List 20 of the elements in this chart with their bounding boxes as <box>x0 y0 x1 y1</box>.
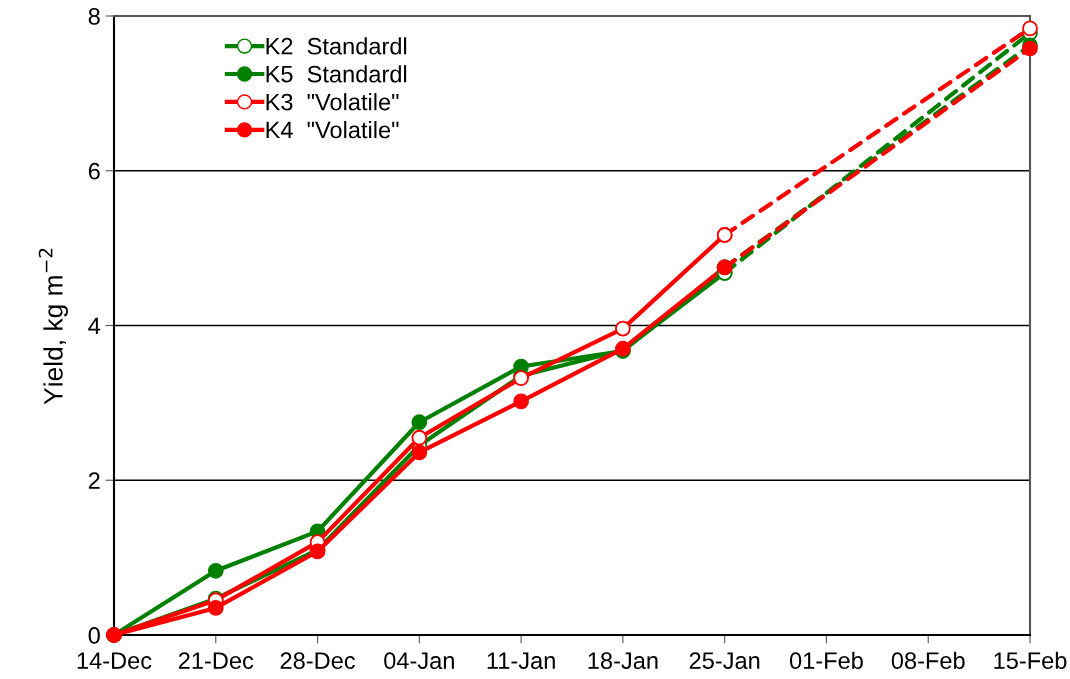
y-tick-label: 2 <box>88 472 100 489</box>
legend-label: K2 Standardl <box>266 37 407 55</box>
legend-label: K3 "Volatile" <box>266 93 399 111</box>
x-tick-label: 28-Dec <box>280 652 355 670</box>
x-tick-label: 18-Jan <box>588 652 658 670</box>
x-tick-label: 14-Dec <box>77 652 152 670</box>
x-tick-label: 11-Jan <box>487 652 555 670</box>
x-tick-label: 25-Jan <box>689 652 760 670</box>
y-tick-label: 0 <box>88 627 100 644</box>
x-tick-label: 01-Feb <box>789 651 863 670</box>
legend-label: K5 Standardl <box>266 65 407 83</box>
x-tick-label: 04-Jan <box>384 652 454 670</box>
y-tick-label: 8 <box>88 8 100 25</box>
x-tick-label: 08-Feb <box>891 651 965 670</box>
legend-label: K4 "Volatile" <box>266 120 399 139</box>
y-tick-label: 4 <box>88 317 101 335</box>
x-tick-label: 21-Dec <box>178 652 254 670</box>
x-tick-label: 15-Feb <box>994 651 1067 670</box>
y-axis-title: Yield, kg m$^{−2}$ <box>38 248 68 405</box>
y-tick-label: 6 <box>88 162 100 180</box>
